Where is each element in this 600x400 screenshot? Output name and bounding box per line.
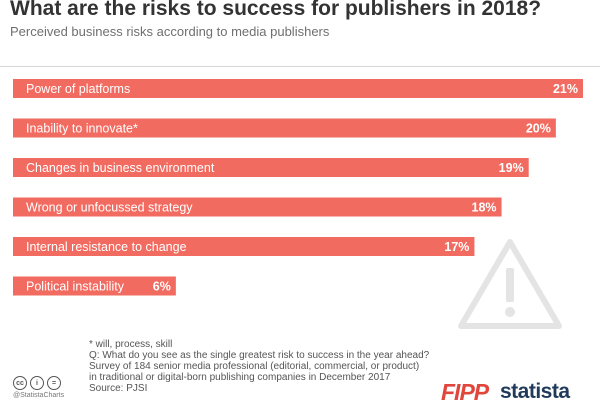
attribution-icon: i <box>30 376 44 390</box>
statista-logo: statista <box>500 380 570 400</box>
survey-description-2: in traditional or digital-born publishin… <box>89 372 391 383</box>
value-label-1: 20% <box>526 122 551 136</box>
cc-icon: cc <box>13 376 27 390</box>
bar-0 <box>13 79 583 98</box>
value-label-3: 18% <box>472 201 497 215</box>
header-divider <box>0 66 600 67</box>
bar-label-4: Internal resistance to change <box>26 240 187 254</box>
value-label-2: 19% <box>499 161 524 175</box>
bar-2 <box>13 158 529 177</box>
source-note: Source: PJSI <box>89 383 148 394</box>
chart-notes: * will, process, skill Q: What do you se… <box>89 339 469 394</box>
bar-4 <box>13 237 475 256</box>
bar-label-3: Wrong or unfocussed strategy <box>26 201 193 215</box>
survey-question: Q: What do you see as the single greates… <box>89 350 430 361</box>
fipp-logo: FIPP <box>441 379 489 400</box>
bar-3 <box>13 197 502 217</box>
bar-label-2: Changes in business environment <box>26 161 215 175</box>
chart-subtitle: Perceived business risks according to me… <box>10 24 330 39</box>
value-label-4: 17% <box>444 240 469 254</box>
license-icons: cc i = <box>13 376 61 390</box>
bar-label-1: Inability to innovate* <box>26 122 138 136</box>
footnote: * will, process, skill <box>89 339 173 350</box>
survey-description-1: Survey of 184 senior media professional … <box>89 361 420 372</box>
value-label-5: 6% <box>153 280 171 294</box>
bar-1 <box>13 118 556 138</box>
chart-title: What are the risks to success for publis… <box>10 0 542 20</box>
value-label-0: 21% <box>553 82 578 96</box>
bar-label-5: Political instability <box>26 280 125 294</box>
bar-label-0: Power of platforms <box>26 82 130 96</box>
no-derivatives-icon: = <box>47 376 61 390</box>
bar-chart: Power of platforms 21% Inability to innova… <box>13 79 583 296</box>
bar-5 <box>13 276 176 296</box>
statista-handle: @StatistaCharts <box>13 392 65 399</box>
warning-triangle-icon <box>458 239 562 329</box>
